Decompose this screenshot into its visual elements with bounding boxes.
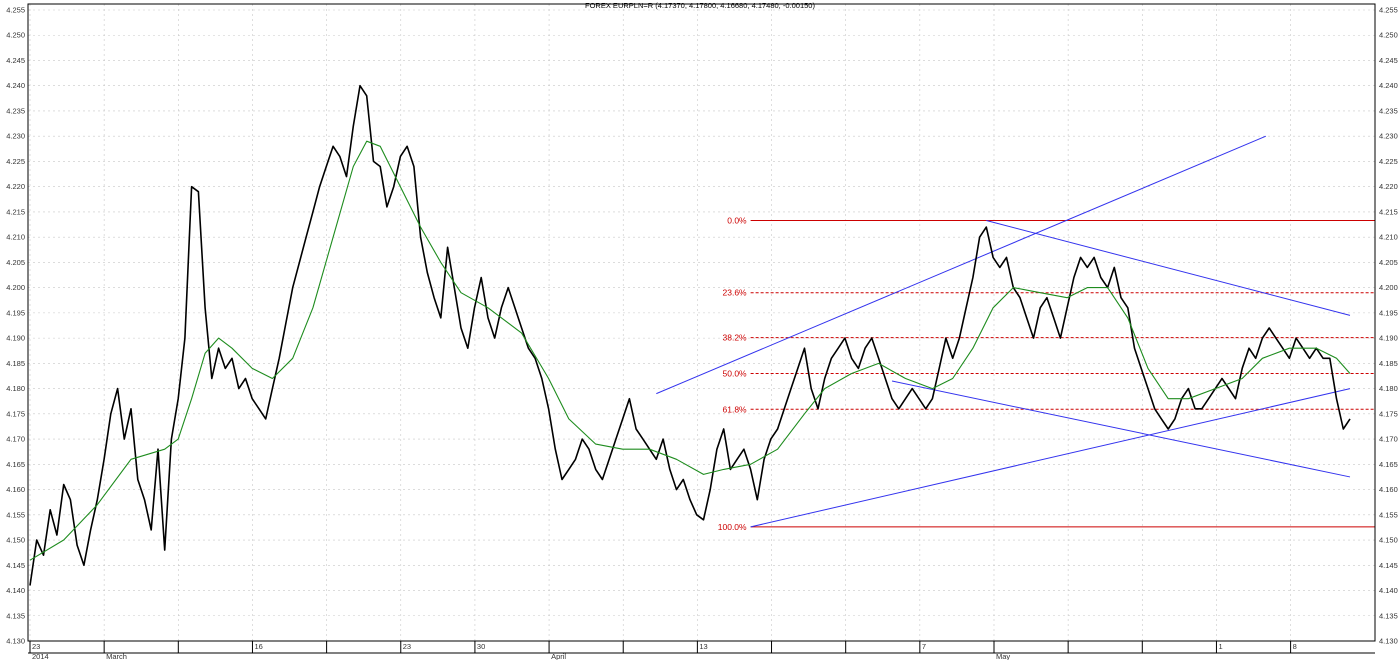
y-tick-label-right: 4.255 — [1379, 6, 1398, 15]
y-tick-label-left: 4.165 — [6, 460, 25, 469]
y-tick-label-left: 4.225 — [6, 157, 25, 166]
y-tick-label-left: 4.185 — [6, 359, 25, 368]
y-tick-label-right: 4.165 — [1379, 460, 1398, 469]
grid — [28, 4, 1375, 642]
y-tick-label-left: 4.130 — [6, 637, 25, 646]
y-tick-label-right: 4.175 — [1379, 409, 1398, 418]
trendline — [656, 135, 1267, 395]
y-tick-label-left: 4.200 — [6, 283, 25, 292]
y-tick-label-left: 4.235 — [6, 106, 25, 115]
fibonacci-levels: 0.0% 23.6% 38.2% 50.0% 61.8% 100.0% — [718, 216, 1375, 532]
y-tick-label-right: 4.185 — [1379, 359, 1398, 368]
y-tick-label-right: 4.230 — [1379, 132, 1398, 141]
x-tick-label: 13 — [699, 642, 707, 651]
y-tick-label-left: 4.180 — [6, 384, 25, 393]
trendlines — [656, 135, 1351, 528]
y-tick-label-right: 4.215 — [1379, 207, 1398, 216]
y-tick-label-left: 4.195 — [6, 308, 25, 317]
y-tick-label-left: 4.190 — [6, 334, 25, 343]
series-group — [29, 84, 1351, 586]
y-tick-label-left: 4.220 — [6, 182, 25, 191]
y-tick-label-right: 4.180 — [1379, 384, 1398, 393]
y-tick-label-left: 4.215 — [6, 207, 25, 216]
trendline — [750, 388, 1351, 528]
y-tick-label-right: 4.195 — [1379, 308, 1398, 317]
fib-level-label: 50.0% — [723, 368, 748, 378]
x-tick-label: 7 — [922, 642, 926, 651]
x-tick-label: 1 — [1218, 642, 1222, 651]
y-tick-label-right: 4.160 — [1379, 485, 1398, 494]
y-tick-label-left: 4.140 — [6, 586, 25, 595]
y-tick-label-right: 4.145 — [1379, 561, 1398, 570]
moving-average-line — [29, 140, 1351, 561]
plot-frame — [27, 3, 1376, 642]
y-tick-label-right: 4.190 — [1379, 334, 1398, 343]
trendline — [891, 380, 1351, 478]
y-tick-label-left: 4.205 — [6, 258, 25, 267]
y-tick-label-right: 4.150 — [1379, 536, 1398, 545]
y-tick-label-left: 4.255 — [6, 6, 25, 15]
y-tick-label-right: 4.220 — [1379, 182, 1398, 191]
y-tick-label-left: 4.250 — [6, 31, 25, 40]
y-tick-label-left: 4.135 — [6, 611, 25, 620]
x-period-label: May — [996, 652, 1010, 660]
x-period-label: April — [551, 652, 566, 660]
y-tick-label-right: 4.135 — [1379, 611, 1398, 620]
y-tick-label-left: 4.150 — [6, 536, 25, 545]
y-tick-label-right: 4.130 — [1379, 637, 1398, 646]
fib-level-label: 61.8% — [723, 404, 748, 414]
y-tick-label-right: 4.140 — [1379, 586, 1398, 595]
x-tick-label: 23 — [32, 642, 40, 651]
y-tick-label-left: 4.240 — [6, 81, 25, 90]
y-tick-label-right: 4.250 — [1379, 31, 1398, 40]
y-tick-label-left: 4.175 — [6, 409, 25, 418]
y-tick-label-right: 4.155 — [1379, 510, 1398, 519]
y-tick-label-right: 4.200 — [1379, 283, 1398, 292]
x-period-label: 2014 — [32, 652, 49, 660]
y-tick-label-right: 4.225 — [1379, 157, 1398, 166]
price-series-line — [29, 84, 1351, 586]
fib-level-label: 23.6% — [723, 288, 748, 298]
x-tick-label: 23 — [403, 642, 411, 651]
y-tick-label-right: 4.205 — [1379, 258, 1398, 267]
y-tick-label-left: 4.160 — [6, 485, 25, 494]
fib-level-label: 38.2% — [723, 333, 748, 343]
axes: 4.130 4.130 4.135 4.135 4.140 4.140 4.145 4.145… — [6, 3, 1398, 661]
y-tick-label-left: 4.210 — [6, 233, 25, 242]
y-tick-label-left: 4.170 — [6, 435, 25, 444]
chart-title: FOREX EURPLN=R (4.17370, 4.17800, 4.1668… — [585, 1, 815, 10]
x-tick-label: 16 — [254, 642, 262, 651]
y-tick-label-right: 4.210 — [1379, 233, 1398, 242]
y-tick-label-left: 4.230 — [6, 132, 25, 141]
x-tick-label: 30 — [477, 642, 485, 651]
y-tick-label-left: 4.245 — [6, 56, 25, 65]
x-tick-label: 8 — [1293, 642, 1297, 651]
x-period-label: March — [106, 652, 127, 660]
fib-level-label: 0.0% — [727, 216, 747, 226]
y-tick-label-right: 4.170 — [1379, 435, 1398, 444]
trendline — [986, 220, 1351, 316]
y-tick-label-left: 4.155 — [6, 510, 25, 519]
y-tick-label-left: 4.145 — [6, 561, 25, 570]
y-tick-label-right: 4.240 — [1379, 81, 1398, 90]
fib-level-label: 100.0% — [718, 522, 747, 532]
y-tick-label-right: 4.245 — [1379, 56, 1398, 65]
y-tick-label-right: 4.235 — [1379, 106, 1398, 115]
